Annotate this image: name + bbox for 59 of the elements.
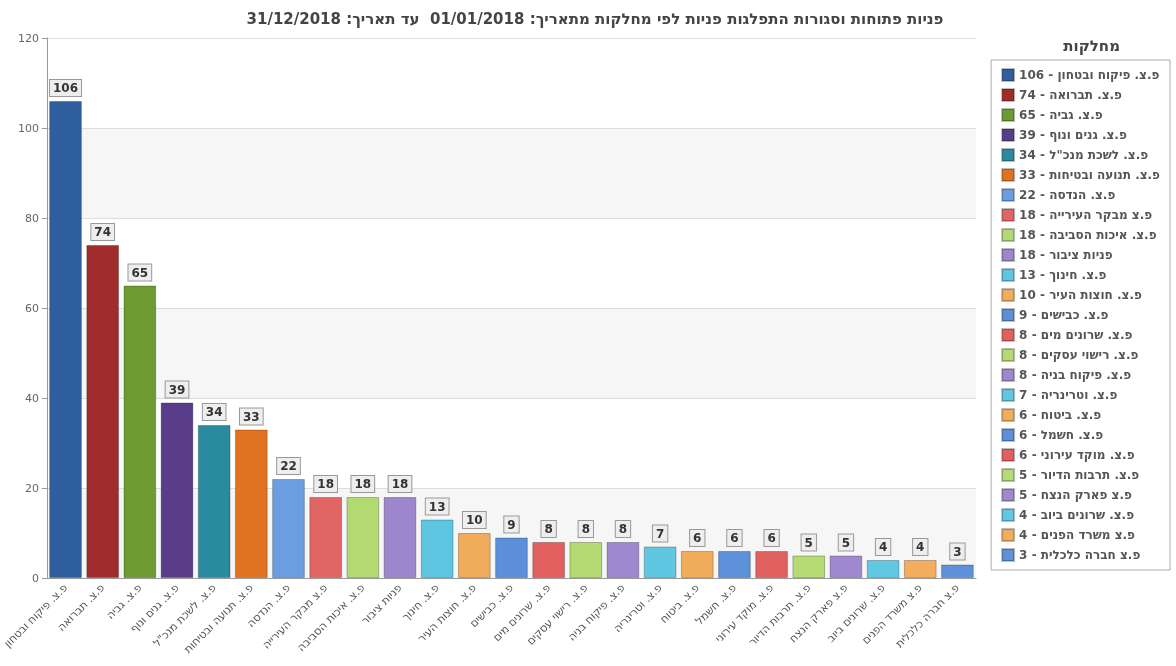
data-label: 22 (280, 459, 297, 473)
legend-label: פ.צ. תנועה ובטיחות - 33 (1019, 168, 1161, 182)
legend-label: פ.צ. מוקד עירוני - 6 (1019, 448, 1135, 462)
legend-label: פ.צ חברה כלכלית - 3 (1019, 548, 1141, 562)
legend-label: פ.צ. חשמל - 6 (1019, 428, 1104, 442)
legend-label: פ.צ פארק הנצח - 5 (1019, 488, 1132, 502)
legend-label: פ.צ. לשכת מנכ"ל - 34 (1019, 148, 1149, 162)
legend-label: פ.צ. ביטוח - 6 (1019, 408, 1102, 422)
data-label: 39 (168, 382, 186, 397)
data-label: 8 (544, 522, 553, 536)
legend-title: מחלקות (1063, 36, 1121, 55)
data-label: 18 (391, 477, 409, 491)
data-label: 10 (465, 513, 483, 527)
y-tick-label: 100 (17, 121, 39, 135)
data-label: 8 (581, 522, 590, 536)
legend-label: פניות ציבור - 18 (1019, 248, 1113, 262)
data-label: 6 (767, 531, 776, 545)
data-label: 106 (53, 81, 79, 95)
data-label: 33 (242, 409, 260, 424)
chart-title: פניות פתוחות וסגורות התפלגות פניות לפי מחלקות מתאריך: 01/01/2018 עד תאריך: 31/12/2018 (246, 9, 944, 28)
data-label: 7 (655, 526, 665, 541)
data-label: 6 (730, 531, 739, 545)
data-label: 65 (131, 265, 149, 280)
legend-label: פ.צ מבקר העירייה - 18 (1019, 208, 1153, 222)
data-label: 5 (841, 535, 851, 550)
data-label: 4 (878, 540, 888, 554)
legend-label: פ.צ. פיקוח ובטחון - 106 (1019, 68, 1160, 82)
data-label: 18 (317, 477, 335, 491)
data-label: 74 (94, 225, 112, 239)
legend-label: פ.צ. פיקוח בניה - 8 (1019, 368, 1132, 382)
data-label: 13 (428, 499, 446, 514)
y-tick-label: 80 (24, 211, 39, 225)
legend-label: פ.צ. הנדסה - 22 (1019, 188, 1116, 202)
data-label: 18 (354, 477, 372, 491)
legend-label: פ.צ. כבישים - 9 (1019, 308, 1109, 322)
data-label: 8 (618, 522, 628, 536)
legend-label: פ.צ. גנים ונוף - 39 (1019, 128, 1127, 142)
data-label: 5 (804, 535, 813, 550)
legend-label: פ.צ. שרונים ביוב - 4 (1019, 508, 1135, 522)
y-tick-label: 60 (24, 301, 39, 315)
y-tick-label: 20 (24, 481, 39, 495)
legend-label: פ.צ משרד הפנים - 4 (1019, 528, 1136, 542)
y-tick-label: 120 (17, 31, 39, 45)
y-tick-label: 40 (24, 391, 39, 405)
legend-label: פ.צ. חינוך - 13 (1019, 268, 1107, 282)
legend-label: פ.צ. תברואה - 74 (1019, 88, 1123, 102)
legend-label: פ.צ. רישוי עסקים - 8 (1019, 348, 1139, 362)
data-label: 4 (916, 540, 925, 554)
legend-label: פ.צ. גביה - 65 (1019, 108, 1103, 122)
data-label: 9 (507, 517, 516, 532)
legend-label: פ.צ. וטרינריה - 7 (1019, 388, 1118, 402)
data-label: 34 (205, 405, 223, 419)
y-tick-label: 0 (31, 571, 39, 585)
legend-label: פ.צ. תרבות הדיור - 5 (1019, 468, 1140, 482)
legend-label: פ.צ. חוצות העיר - 10 (1019, 288, 1142, 302)
data-label: 6 (693, 531, 702, 545)
data-label: 3 (953, 544, 962, 559)
legend-label: פ.צ. שרונים מים - 8 (1019, 328, 1133, 342)
legend-label: פ.צ. איכות הסביבה - 18 (1019, 228, 1157, 242)
